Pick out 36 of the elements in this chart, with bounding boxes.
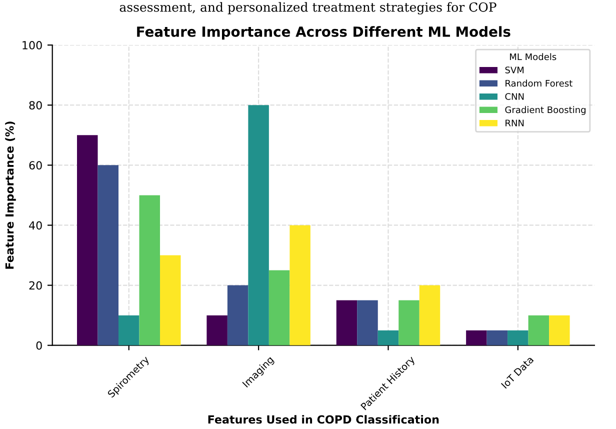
- y-tick-label: 40: [29, 221, 42, 230]
- bar: [398, 300, 420, 346]
- bar: [528, 315, 550, 346]
- y-tick-label: 0: [36, 341, 42, 350]
- bar: [206, 315, 228, 346]
- legend-label: SVM: [505, 66, 524, 74]
- bar: [336, 300, 358, 346]
- x-axis-title: Features Used in COPD Classification: [208, 415, 439, 424]
- legend-label: Random Forest: [506, 80, 572, 87]
- y-tick-label: 20: [29, 281, 42, 290]
- bar: [268, 270, 290, 346]
- bar: [118, 315, 140, 346]
- bar: [378, 330, 399, 346]
- legend-label: Gradient Boosting: [505, 106, 586, 115]
- y-tick-label: 60: [29, 161, 42, 170]
- bar: [486, 330, 508, 346]
- bar: [139, 195, 160, 346]
- bar: [227, 285, 248, 346]
- legend-title: ML Models: [510, 53, 556, 60]
- bar: [508, 330, 528, 346]
- bar: [248, 105, 269, 346]
- bar: [290, 225, 310, 346]
- chart-title: Feature Importance Across Different ML Models: [137, 26, 510, 40]
- y-tick-label: 80: [29, 101, 42, 110]
- bar: [98, 165, 118, 346]
- legend-label: CNN: [505, 93, 524, 100]
- bar: [77, 135, 98, 346]
- bar: [549, 315, 570, 346]
- text: assessment, and personalized treatment strategies for COP: [120, 2, 496, 14]
- y-tick-label: 100: [22, 41, 42, 50]
- bar: [466, 330, 487, 346]
- legend-label: RNN: [506, 120, 524, 126]
- bar: [160, 255, 181, 346]
- bar: [419, 285, 440, 346]
- bar: [357, 300, 378, 346]
- y-axis-title: Feature Importance (%): [5, 122, 16, 269]
